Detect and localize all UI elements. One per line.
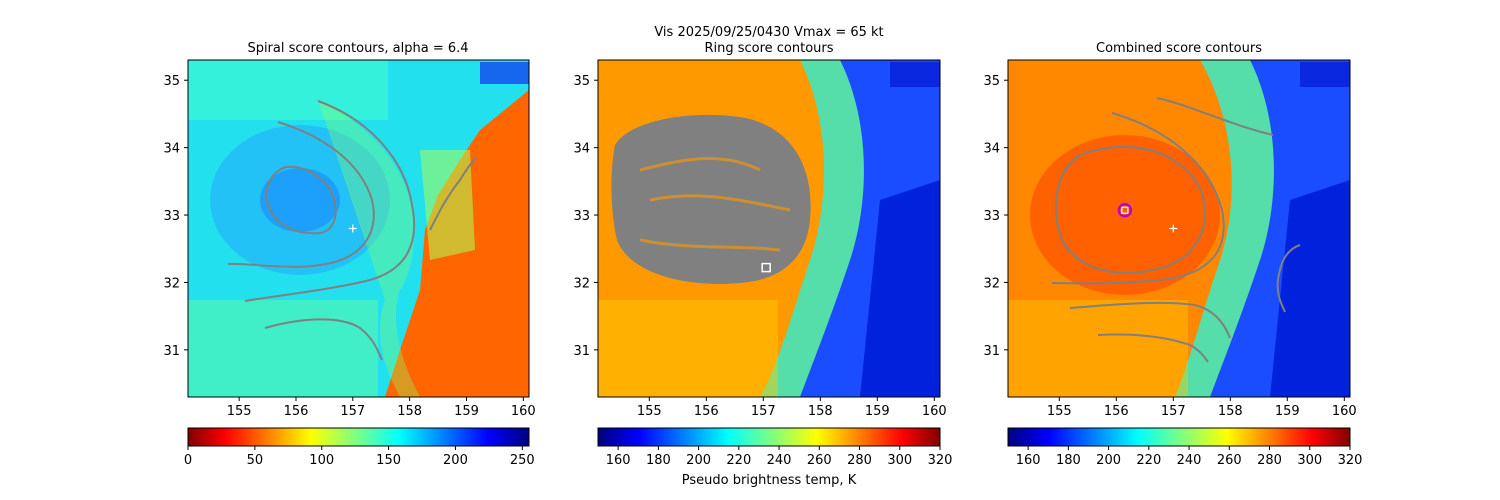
x-tick-label: 157: [1161, 404, 1186, 419]
y-tick-label: 34: [983, 142, 1000, 157]
x-tick-label: 156: [694, 404, 719, 419]
panel-title: Ring score contours: [704, 41, 833, 56]
x-tick-label: 155: [227, 404, 252, 419]
colorbar-label: Pseudo brightness temp, K: [682, 473, 857, 488]
plot-frame: [1007, 59, 1351, 398]
x-tick-label: 156: [1104, 404, 1129, 419]
panel-ring: Ring score contours 155 156 157 158 159 160 31…: [573, 41, 952, 488]
x-tick-label: 159: [865, 404, 890, 419]
colorbar-tick-label: 260: [807, 453, 832, 468]
x-tick-label: 160: [1332, 404, 1357, 419]
colorbar-tick-label: 300: [1297, 453, 1322, 468]
center-square-marker: [1121, 206, 1129, 214]
x-tick-label: 160: [922, 404, 947, 419]
plot-frame: [187, 59, 530, 398]
x-tick-label: 158: [1218, 404, 1243, 419]
y-tick-label: 31: [983, 344, 1000, 359]
colorbar-tick-label: 260: [1217, 453, 1242, 468]
colorbar-tick-label: 240: [767, 453, 792, 468]
colorbar: [1007, 427, 1351, 447]
x-tick-label: 158: [397, 404, 422, 419]
colorbar-tick-label: 150: [376, 453, 401, 468]
y-tick-label: 32: [163, 276, 180, 291]
x-tick-label: 156: [284, 404, 309, 419]
x-tick-label: 160: [511, 404, 536, 419]
center-plus-marker: [348, 224, 357, 233]
colorbar-tick-label: 280: [847, 453, 872, 468]
y-tick-label: 33: [163, 209, 180, 224]
colorbar: [597, 427, 941, 447]
panel-combined: Combined score contours 155 156 157 158 159 1…: [983, 41, 1362, 468]
colorbar-tick-label: 200: [1096, 453, 1121, 468]
satellite-image: [598, 60, 940, 397]
colorbar-tick-label: 100: [309, 453, 334, 468]
panel-title: Spiral score contours, alpha = 6.4: [247, 41, 468, 56]
y-tick-label: 34: [163, 142, 180, 157]
y-tick-label: 35: [163, 74, 180, 89]
x-tick-label: 155: [637, 404, 662, 419]
plot-frame: [597, 59, 941, 398]
y-tick-label: 32: [983, 276, 1000, 291]
y-tick-label: 34: [573, 142, 590, 157]
y-tick-label: 31: [573, 344, 590, 359]
x-tick-label: 157: [751, 404, 776, 419]
colorbar-tick-label: 0: [184, 453, 192, 468]
y-tick-label: 31: [163, 344, 180, 359]
y-tick-label: 33: [983, 209, 1000, 224]
x-tick-label: 155: [1047, 404, 1072, 419]
colorbar-tick-label: 220: [1136, 453, 1161, 468]
colorbar-tick-label: 200: [443, 453, 468, 468]
colorbar-tick-label: 300: [887, 453, 912, 468]
y-tick-label: 35: [983, 74, 1000, 89]
y-tick-label: 32: [573, 276, 590, 291]
colorbar-tick-label: 180: [1056, 453, 1081, 468]
colorbar: [187, 427, 530, 447]
y-tick-label: 35: [573, 74, 590, 89]
colorbar-tick-label: 240: [1177, 453, 1202, 468]
colorbar-tick-label: 320: [928, 453, 953, 468]
satellite-image: [188, 60, 529, 397]
x-tick-label: 159: [454, 404, 479, 419]
x-tick-label: 158: [808, 404, 833, 419]
colorbar-tick-label: 320: [1338, 453, 1363, 468]
score-contours: [1051, 97, 1301, 363]
satellite-image: [1008, 60, 1350, 397]
x-tick-label: 157: [340, 404, 365, 419]
colorbar-tick-label: 200: [686, 453, 711, 468]
colorbar-tick-label: 160: [1016, 453, 1041, 468]
colorbar-tick-label: 280: [1257, 453, 1282, 468]
center-circle-marker: [1117, 203, 1133, 218]
colorbar-tick-label: 50: [247, 453, 264, 468]
colorbar-tick-label: 180: [646, 453, 671, 468]
y-tick-label: 33: [573, 209, 590, 224]
panel-spiral: Spiral score contours, alpha = 6.4 155 15…: [163, 41, 535, 468]
colorbar-tick-label: 220: [726, 453, 751, 468]
figure-suptitle: Vis 2025/09/25/0430 Vmax = 65 kt: [654, 25, 883, 40]
colorbar-tick-label: 250: [510, 453, 535, 468]
center-square-marker: [761, 262, 771, 273]
x-tick-label: 159: [1275, 404, 1300, 419]
colorbar-tick-label: 160: [606, 453, 631, 468]
score-contours: [227, 100, 477, 361]
panel-title: Combined score contours: [1096, 41, 1262, 56]
center-plus-marker: [1169, 224, 1178, 233]
